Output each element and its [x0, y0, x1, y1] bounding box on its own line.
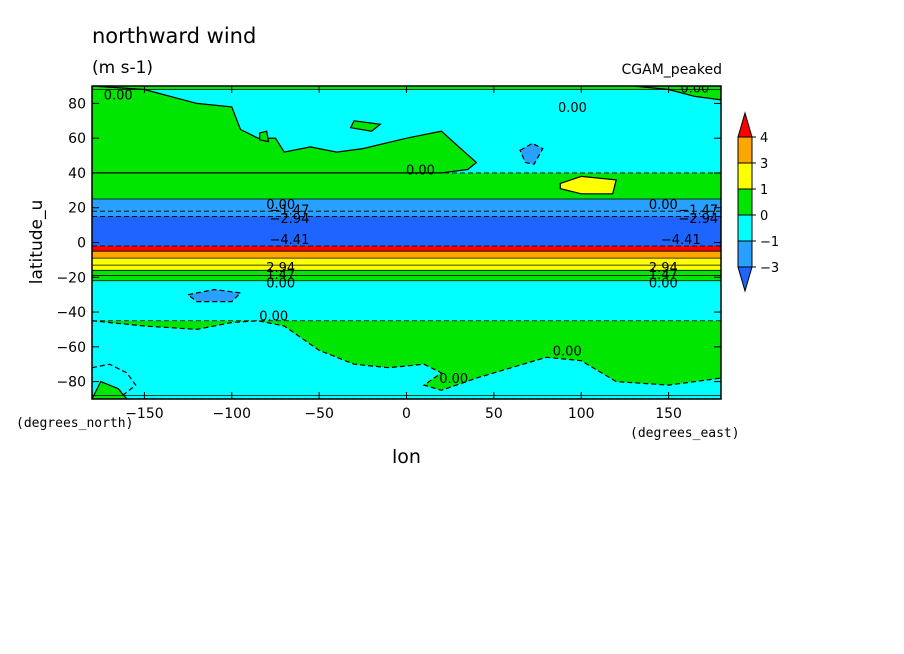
colorbar-segment	[737, 136, 753, 164]
colorbar-label: −1	[760, 235, 779, 250]
contour-patch	[559, 175, 617, 195]
contour-label: −4.41	[661, 233, 701, 248]
lat-band	[92, 275, 721, 282]
contour-label: −2.94	[678, 212, 718, 227]
y-tick-label: 40	[68, 166, 86, 182]
contour-label: 0.00	[558, 101, 587, 116]
x-tick-label: 50	[485, 406, 503, 422]
lat-band	[92, 280, 721, 322]
contour-patch	[186, 288, 242, 303]
colorbar-segment	[737, 162, 753, 190]
contour-label: 0.00	[266, 198, 295, 213]
contour-label: 0.00	[104, 89, 133, 104]
x-axis-label: lon	[392, 446, 421, 468]
contour-patch	[92, 320, 721, 399]
lat-band	[92, 199, 721, 212]
y-tick-label: −20	[56, 270, 86, 286]
lat-band	[92, 216, 721, 247]
y-tick-label: −60	[56, 340, 86, 356]
colorbar: 4 3 1 0 −1 −3	[737, 111, 779, 293]
isolines	[92, 89, 721, 399]
dataset-label: CGAM_peaked	[621, 62, 722, 78]
contour-patch	[92, 86, 478, 174]
colorbar-label: 3	[760, 157, 768, 172]
contour-label: −1.47	[678, 203, 718, 218]
colorbar-label: 1	[760, 183, 768, 198]
contour-patch	[349, 120, 382, 132]
colorbar-arrow-bottom	[737, 266, 753, 293]
colorbar-arrow-top	[737, 111, 753, 138]
contour-label: 2.94	[649, 261, 678, 276]
contour-label: 0.00	[649, 198, 678, 213]
x-tick-label: −100	[213, 406, 251, 422]
contour-patch	[92, 380, 128, 399]
chart-title: northward wind	[92, 24, 257, 48]
x-tick-label: 0	[402, 406, 411, 422]
colorbar-label: 0	[760, 209, 768, 224]
lat-band	[92, 258, 721, 266]
y-tick-label: 80	[68, 96, 86, 112]
contour-label: −2.94	[270, 212, 310, 227]
contour-patch	[259, 130, 270, 143]
contour-label: 1.47	[266, 268, 295, 283]
x-axis-units: (degrees_east)	[630, 426, 740, 441]
lat-band	[92, 251, 721, 259]
contour-label: 0.00	[649, 276, 678, 291]
lat-band	[92, 245, 721, 252]
contour-label: 0.00	[439, 372, 468, 387]
y-tick-label: 20	[68, 201, 86, 217]
contour-label: −4.41	[270, 233, 310, 248]
x-tick-label: −150	[125, 406, 163, 422]
lat-band	[92, 265, 721, 271]
x-tick-label: −50	[304, 406, 334, 422]
contour-label: 1.47	[649, 268, 678, 283]
lat-band	[92, 172, 721, 200]
contour-label: 0.00	[266, 276, 295, 291]
colorbar-label: 4	[760, 131, 768, 146]
contour-label: 2.94	[266, 261, 295, 276]
lat-band	[92, 270, 721, 277]
contour-labels: 0.000.000.000.000.00 0.00−1.47−2.94 −2.94−…	[104, 82, 718, 387]
x-tick-label: 150	[655, 406, 682, 422]
contour-label: 0.00	[553, 344, 582, 359]
contour-label: 0.00	[680, 82, 709, 97]
colorbar-segment	[737, 240, 753, 268]
contour-label: 0.00	[259, 310, 288, 325]
y-axis-units: (degrees_north)	[16, 416, 134, 431]
lat-band	[92, 211, 721, 217]
chart-units: (m s-1)	[92, 58, 154, 78]
y-tick-label: 0	[77, 236, 86, 252]
colorbar-label: −3	[760, 261, 779, 276]
contour-label: −1.47	[270, 203, 310, 218]
colorbar-segment	[737, 188, 753, 216]
y-tick-label: −80	[56, 375, 86, 391]
contour-label: 0.00	[406, 163, 435, 178]
y-ticks: 80 60 40 20 0 −20 −40 −60 −80	[56, 96, 721, 391]
x-tick-label: 100	[568, 406, 595, 422]
y-axis-label: latitude_u	[27, 199, 47, 285]
contour-patch	[519, 142, 544, 165]
x-ticks: −150 −100 −50 0 50 100 150	[125, 86, 682, 422]
y-tick-label: −40	[56, 305, 86, 321]
colorbar-segment	[737, 214, 753, 242]
y-tick-label: 60	[68, 131, 86, 147]
